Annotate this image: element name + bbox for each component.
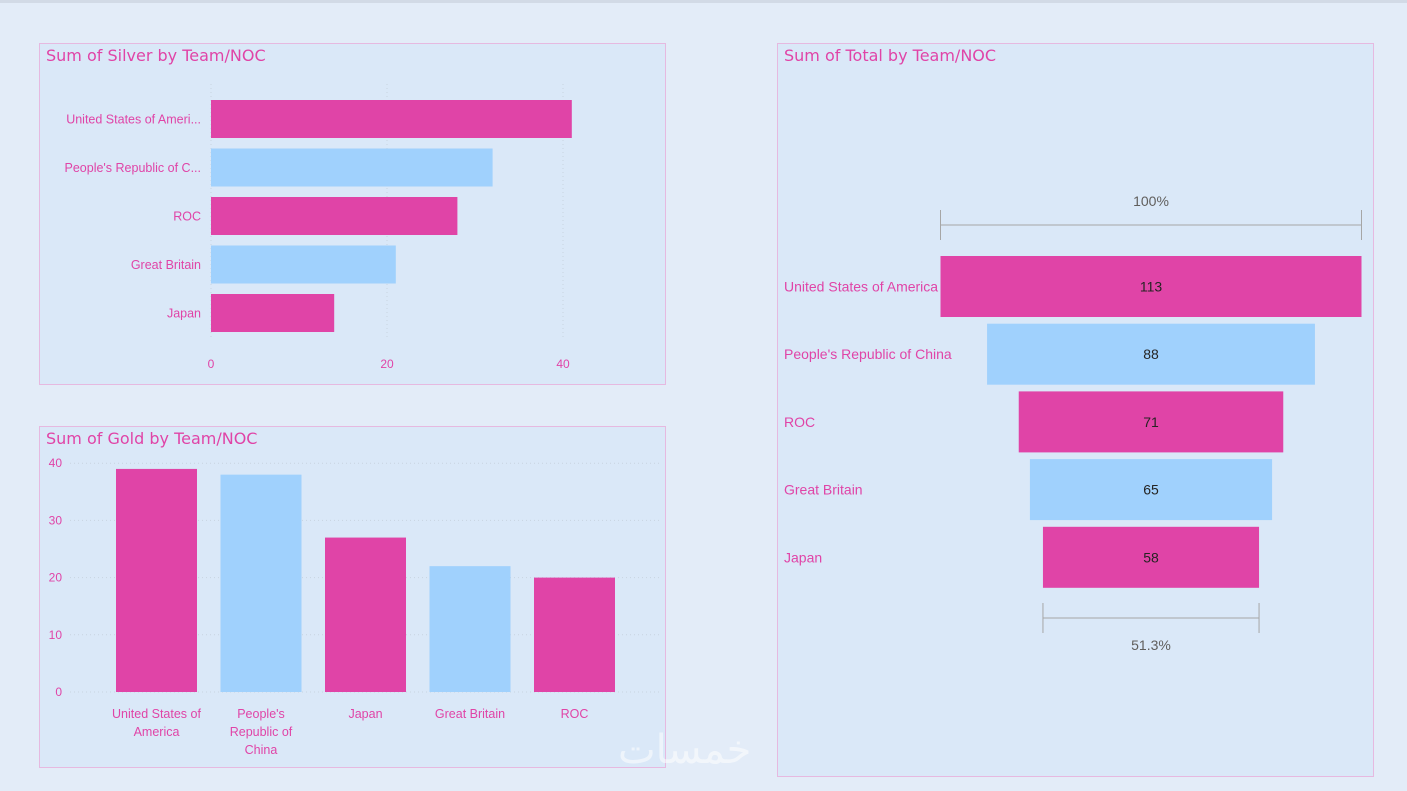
silver-category-label: Great Britain — [131, 258, 201, 272]
funnel-value-label: 88 — [1143, 346, 1159, 362]
gold-y-tick-label: 40 — [49, 456, 63, 470]
funnel-category-label: Great Britain — [784, 482, 863, 498]
watermark-logo: خمسات — [618, 727, 752, 773]
gold-category-label: Great Britain — [435, 707, 505, 721]
funnel-value-label: 113 — [1140, 279, 1163, 295]
gold-chart-title: Sum of Gold by Team/NOC — [46, 429, 258, 448]
gold-bar — [325, 537, 406, 692]
top-divider — [0, 0, 1407, 3]
funnel-bar — [1042, 526, 1260, 588]
funnel-value-label: 58 — [1143, 549, 1159, 565]
gold-category-label: America — [134, 725, 180, 739]
gold-y-tick-label: 10 — [49, 628, 63, 642]
silver-x-tick-label: 0 — [208, 357, 215, 371]
funnel-category-label: Japan — [784, 549, 822, 565]
funnel-bottom-percent: 51.3% — [1131, 637, 1171, 653]
gold-category-label: China — [245, 743, 278, 757]
silver-category-label: United States of Ameri... — [66, 113, 201, 127]
gold-bar — [220, 474, 302, 692]
total-chart-title: Sum of Total by Team/NOC — [784, 46, 997, 65]
silver-x-tick-label: 40 — [556, 357, 570, 371]
silver-bar — [211, 148, 493, 187]
silver-chart-panel[interactable]: Sum of Silver by Team/NOC 0 20 40 United St… — [39, 43, 666, 385]
gold-bar — [429, 566, 511, 692]
silver-category-label: ROC — [173, 210, 201, 224]
silver-bar — [211, 294, 335, 332]
gold-bar — [534, 577, 615, 692]
gold-y-tick-label: 20 — [49, 571, 63, 585]
gold-category-label: Japan — [348, 707, 382, 721]
funnel-bar — [1029, 459, 1273, 521]
gold-column-chart: 0 10 20 30 40 United States of America People's… — [49, 456, 660, 757]
gold-category-label: Republic of — [230, 725, 293, 739]
gold-y-tick-label: 30 — [49, 513, 63, 527]
funnel-value-label: 71 — [1143, 414, 1159, 430]
funnel-category-label: People's Republic of China — [784, 346, 952, 362]
gold-y-tick-label: 0 — [55, 685, 62, 699]
silver-chart-title: Sum of Silver by Team/NOC — [46, 46, 266, 65]
silver-bar — [211, 100, 572, 138]
total-funnel-chart: 100% 113 United States of America 88 People'… — [784, 193, 1362, 653]
gold-category-label: ROC — [561, 707, 589, 721]
silver-category-label: Japan — [167, 307, 201, 321]
gold-category-label: United States of — [112, 707, 201, 721]
gold-category-label: People's — [237, 707, 285, 721]
funnel-value-label: 65 — [1143, 482, 1159, 498]
funnel-bar — [1018, 391, 1284, 453]
silver-category-label: People's Republic of C... — [65, 161, 202, 175]
funnel-bar — [987, 323, 1315, 385]
silver-bar — [211, 197, 458, 235]
silver-bar — [211, 245, 396, 284]
gold-chart-panel[interactable]: Sum of Gold by Team/NOC 0 10 20 30 40 United … — [39, 426, 666, 768]
funnel-bar — [940, 256, 1362, 317]
funnel-category-label: ROC — [784, 414, 815, 430]
funnel-category-label: United States of America — [784, 279, 938, 295]
gold-bar — [116, 468, 197, 692]
total-chart-panel[interactable]: Sum of Total by Team/NOC 100% 113 United S… — [777, 43, 1374, 777]
silver-x-tick-label: 20 — [380, 357, 394, 371]
silver-bar-chart: 0 20 40 United States of Ameri... People's R… — [65, 84, 572, 371]
funnel-top-percent: 100% — [1133, 193, 1169, 209]
